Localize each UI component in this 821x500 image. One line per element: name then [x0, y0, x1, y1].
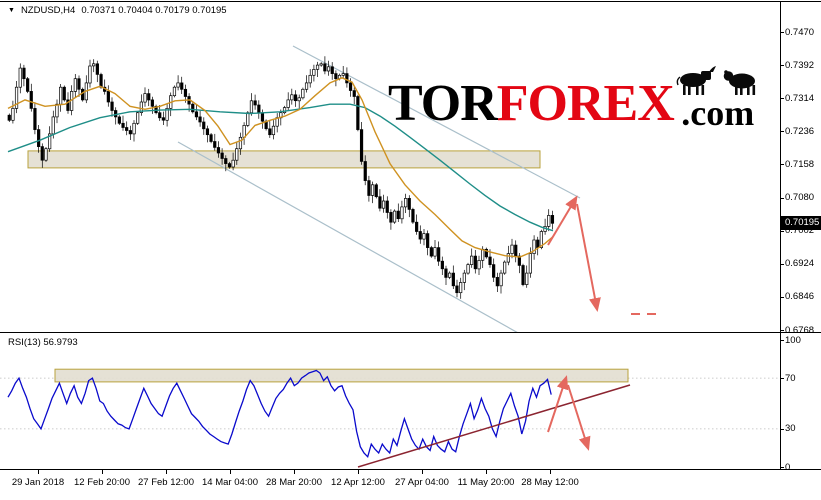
- time-tick-mark: [102, 470, 103, 474]
- price-tick-label: 0.7158: [785, 158, 815, 170]
- symbol-name: NZDUSD,H4: [20, 5, 76, 16]
- time-tick-mark: [38, 470, 39, 474]
- price-tick-label: 0.7392: [785, 59, 815, 71]
- torforex-logo: TOR FOREX: [388, 66, 760, 133]
- time-tick-mark: [230, 470, 231, 474]
- price-tick-label: 0.6924: [785, 258, 815, 270]
- logo-text-forex: FOREX: [496, 75, 675, 133]
- time-tick-label: 12 Apr 12:00: [331, 477, 385, 488]
- pane-separator[interactable]: [0, 332, 821, 333]
- symbol-ohlc-values: 0.70371 0.70404 0.70179 0.70195: [81, 5, 227, 16]
- price-tick-mark: [781, 65, 784, 67]
- current-price-badge: 0.70195: [781, 216, 821, 231]
- price-tick-label: 0.7080: [785, 192, 815, 204]
- price-tick-mark: [781, 230, 784, 232]
- bull-bear-icon: [676, 66, 755, 95]
- rsi-tick-label: 100: [785, 334, 801, 346]
- rsi-chart-svg[interactable]: [0, 333, 781, 470]
- time-tick-label: 12 Feb 20:00: [74, 477, 130, 488]
- rsi-tick-mark: [781, 467, 784, 468]
- symbol-marker-icon: ▼: [8, 7, 15, 14]
- rsi-tick-mark: [781, 378, 784, 380]
- price-tick-mark: [781, 32, 784, 33]
- price-tick-label: 0.6768: [785, 324, 815, 336]
- time-tick-mark: [294, 470, 295, 474]
- rsi-scale-axis[interactable]: 100 70 30 0: [781, 333, 821, 473]
- price-tick-mark: [781, 131, 784, 133]
- price-tick-label: 0.7470: [785, 26, 815, 38]
- price-tick-label: 0.6846: [785, 291, 815, 303]
- time-tick-mark: [486, 470, 487, 474]
- time-tick-label: 11 May 20:00: [457, 477, 515, 488]
- time-axis-separator: [0, 469, 821, 470]
- price-tick-mark: [781, 296, 784, 298]
- logo-text-com: .com: [681, 93, 755, 133]
- price-tick-label: 0.7236: [785, 125, 815, 137]
- rsi-tick-label: 70: [785, 372, 796, 384]
- time-tick-label: 27 Apr 04:00: [395, 477, 449, 488]
- price-tick-label: 0.7314: [785, 92, 815, 104]
- rsi-tick-label: 0: [785, 461, 791, 473]
- rsi-indicator-label: RSI(13) 56.9793: [8, 337, 78, 348]
- price-tick-mark: [781, 263, 784, 265]
- time-tick-label: 29 Jan 2018: [11, 477, 65, 488]
- rsi-tick-mark: [781, 428, 784, 430]
- time-axis[interactable]: 29 Jan 2018 12 Feb 20:00 27 Feb 12:00 14 Ma…: [0, 470, 781, 500]
- time-tick-label: 28 Mar 20:00: [266, 477, 322, 488]
- price-tick-label: 0.7002: [785, 225, 815, 237]
- rsi-tick-mark: [781, 340, 784, 341]
- chart-top-border: [0, 1, 821, 2]
- time-tick-label: 27 Feb 12:00: [138, 477, 194, 488]
- time-tick-mark: [358, 470, 359, 474]
- bull-icon: [676, 66, 716, 95]
- price-tick-mark: [781, 197, 784, 199]
- symbol-ohlc-label: ▼ NZDUSD,H4 0.70371 0.70404 0.70179 0.70…: [8, 5, 227, 16]
- rsi-tick-label: 30: [785, 423, 796, 435]
- price-axis-separator: [780, 1, 781, 470]
- bear-icon: [723, 70, 755, 95]
- time-tick-mark: [422, 470, 423, 474]
- logo-text-tor: TOR: [388, 75, 498, 133]
- time-tick-label: 14 Mar 04:00: [202, 477, 258, 488]
- main-chart-svg[interactable]: [0, 2, 781, 332]
- time-tick-label: 28 May 12:00: [521, 477, 579, 488]
- time-tick-mark: [166, 470, 167, 474]
- price-axis[interactable]: 0.7470 0.7392 0.7314 0.7236 0.7158 0.7080 0.70…: [781, 2, 821, 336]
- price-tick-mark: [781, 164, 784, 166]
- price-tick-mark: [781, 330, 784, 331]
- time-tick-mark: [550, 470, 551, 474]
- price-tick-mark: [781, 98, 784, 100]
